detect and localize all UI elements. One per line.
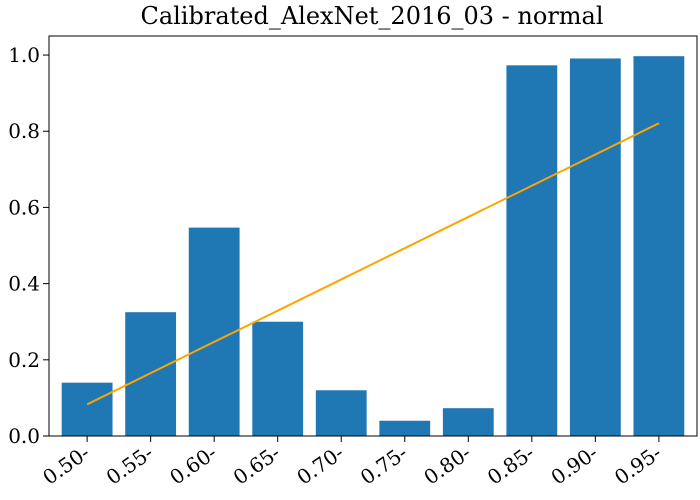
bar-0.50-: [61, 382, 113, 436]
x-tick-label: 0.70-: [292, 440, 348, 489]
bar-0.90-: [569, 58, 621, 436]
x-tick-label: 0.90-: [546, 440, 602, 489]
bar-0.70-: [315, 390, 367, 436]
bar-0.85-: [506, 65, 558, 436]
y-tick-label: 0.8: [8, 119, 40, 143]
y-tick-label: 0.2: [8, 348, 40, 372]
y-tick-label: 0.6: [8, 195, 40, 219]
bars-layer: [61, 56, 685, 436]
x-tick-label: 0.65-: [229, 440, 285, 489]
bar-0.65-: [252, 321, 304, 436]
y-tick-label: 1.0: [8, 43, 40, 67]
x-tick-label: 0.85-: [483, 440, 539, 489]
y-tick-label: 0.0: [8, 424, 40, 448]
axes-layer: [48, 35, 698, 437]
trend-line: [86, 122, 660, 406]
bar-0.80-: [442, 408, 494, 436]
line-layer: [86, 122, 660, 406]
bar-0.60-: [188, 227, 240, 436]
plot-frame: [48, 35, 698, 437]
y-tick-label: 0.4: [8, 272, 40, 296]
bar-0.75-: [379, 420, 431, 436]
x-tick-label: 0.50-: [38, 440, 94, 489]
x-tick-label: 0.60-: [165, 440, 221, 489]
x-tick-label: 0.75-: [356, 440, 412, 489]
x-tick-label: 0.55-: [102, 440, 158, 489]
bar-0.95-: [633, 56, 685, 436]
chart-title: Calibrated_AlexNet_2016_03 - normal: [140, 2, 603, 30]
x-tick-label: 0.80-: [419, 440, 475, 489]
x-tick-label: 0.95-: [610, 440, 666, 489]
